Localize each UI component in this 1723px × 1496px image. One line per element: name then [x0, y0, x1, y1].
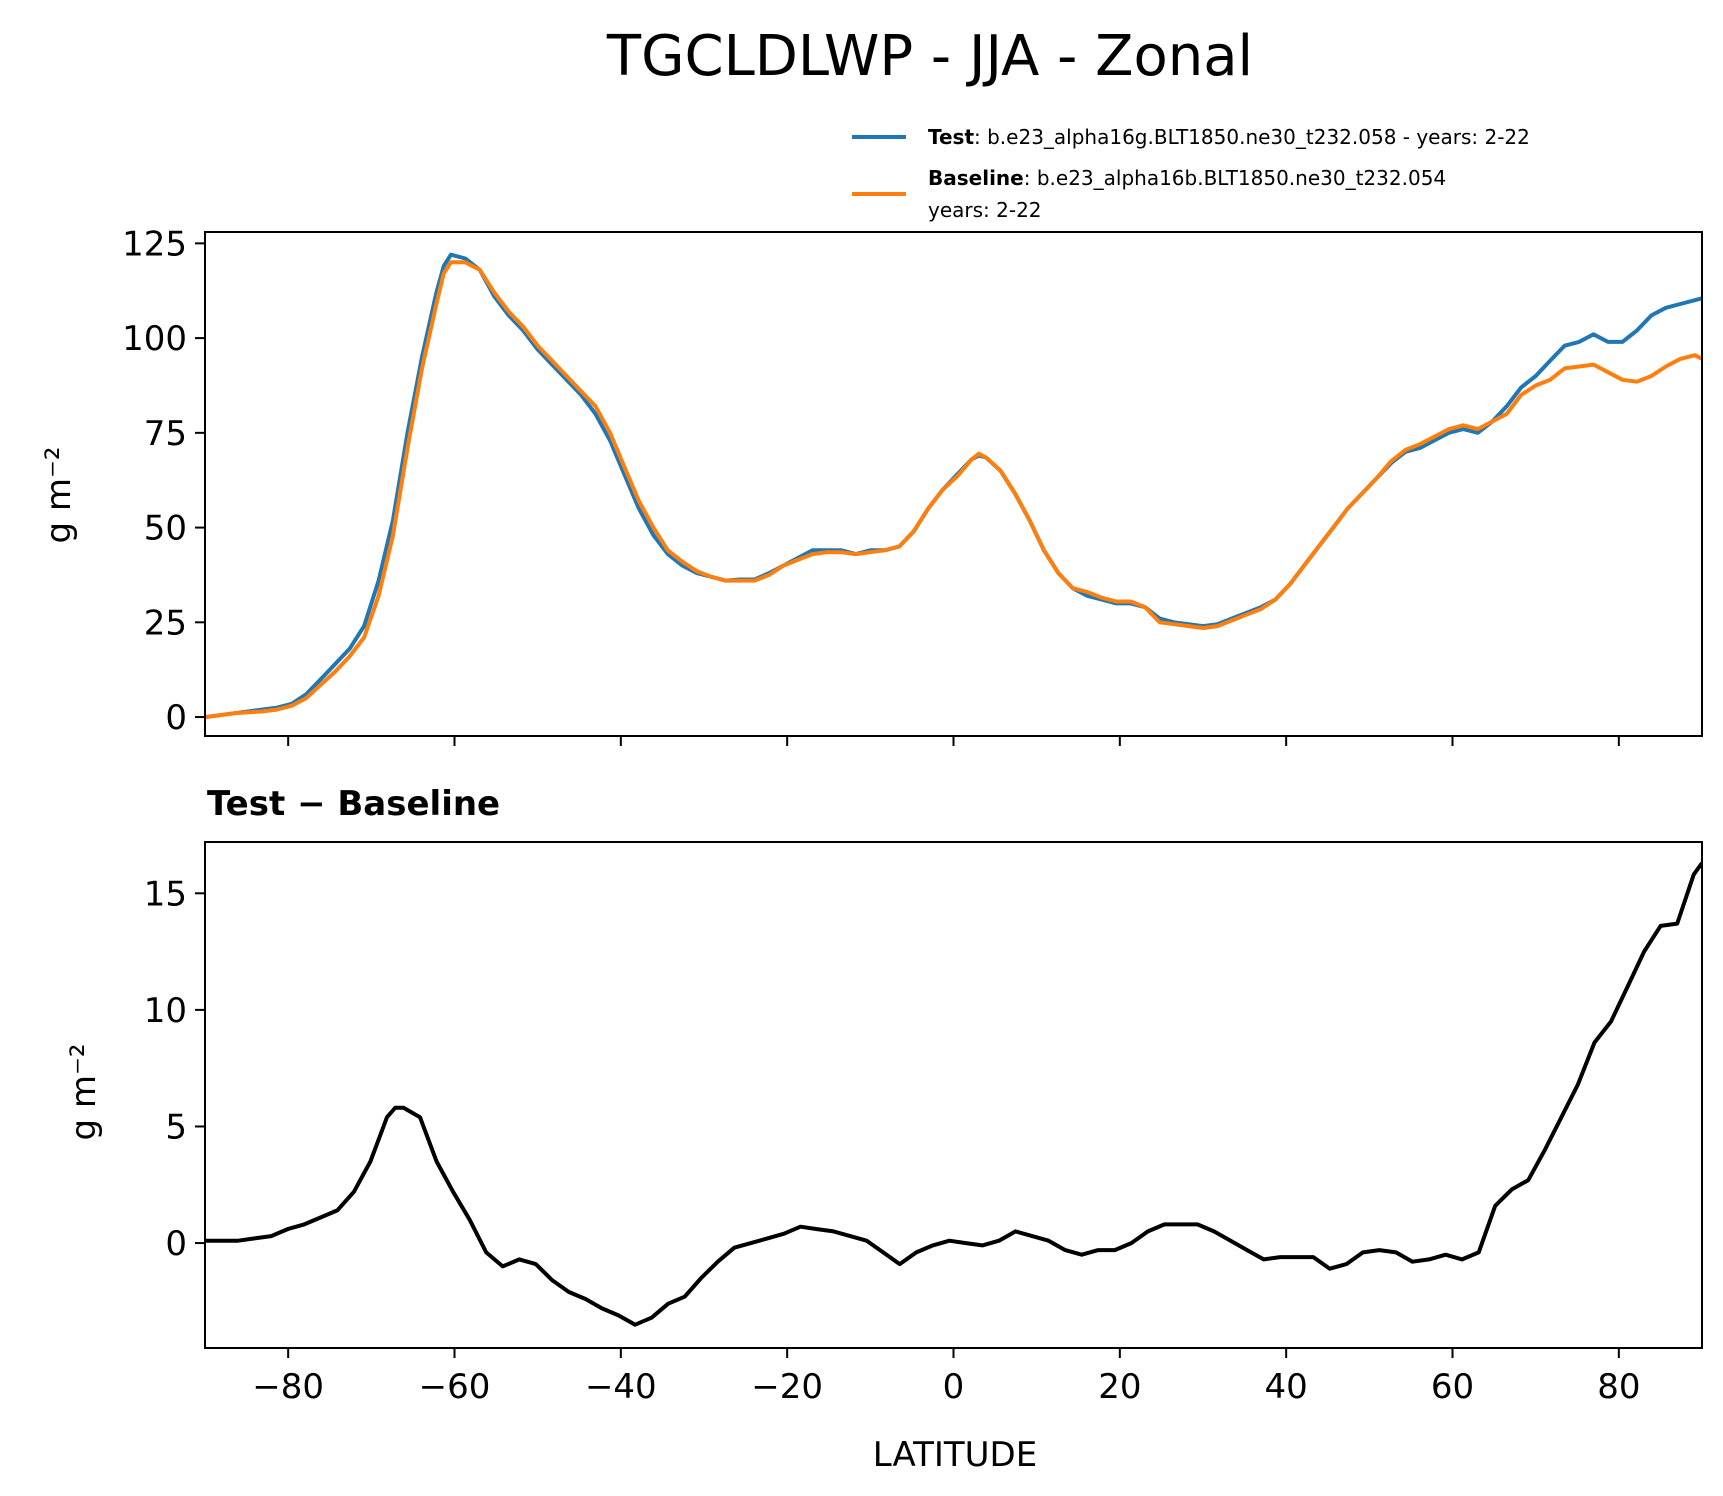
panel-bottom: Test − Baseline g m⁻² 0 5 10 15 −80 −60 −40 −2… [64, 784, 1703, 1407]
xtick-label: 20 [1098, 1367, 1141, 1407]
panel-1-ytick-label: 10 [144, 991, 187, 1031]
legend: Test: b.e23_alpha16g.BLT1850.ne30_t232.0… [852, 125, 1530, 222]
panel-0-ytick-label: 125 [122, 224, 187, 264]
legend-test-label-rest: : b.e23_alpha16g.BLT1850.ne30_t232.058 -… [974, 125, 1530, 149]
xtick-label: 60 [1431, 1367, 1474, 1407]
xtick-label: −60 [419, 1367, 491, 1407]
panel-top-frame [204, 231, 1703, 737]
series-line-test-baseline [205, 861, 1702, 1327]
xtick-label: −40 [585, 1367, 657, 1407]
panel-1-ytick-label: 15 [144, 874, 187, 914]
xtick-label: −80 [252, 1367, 324, 1407]
legend-test-label-bold: Test [928, 125, 974, 149]
panel-bottom-yticks: 0 5 10 15 [144, 874, 205, 1264]
panel-bottom-xticks: −80 −60 −40 −20 0 20 40 60 80 [252, 1348, 1640, 1407]
panel-0-ytick-label: 75 [144, 414, 187, 454]
panel-0-ytick-label: 25 [144, 603, 187, 643]
panel-0-ytick-label: 0 [165, 698, 187, 738]
panel-top: g m⁻² 0 25 50 75 100 125 [39, 224, 1703, 746]
series-line-baseline [205, 260, 1702, 720]
panel-0-ytick-label: 50 [144, 509, 187, 549]
panel-top-yticks: 0 25 50 75 100 125 [122, 224, 205, 738]
legend-baseline-label-rest: : b.e23_alpha16b.BLT1850.ne30_t232.054 [1024, 166, 1446, 190]
series-line-test [205, 252, 1702, 720]
legend-baseline-label-bold: Baseline [928, 166, 1024, 190]
legend-test-label: Test: b.e23_alpha16g.BLT1850.ne30_t232.0… [928, 125, 1530, 149]
panel-1-ytick-label: 0 [165, 1224, 187, 1264]
panel-0-ytick-label: 100 [122, 319, 187, 359]
panel-bottom-lines [205, 861, 1702, 1327]
panel-top-lines [205, 252, 1702, 720]
panel-bottom-ylabel: g m⁻² [64, 1043, 104, 1140]
panel-bottom-title: Test − Baseline [207, 784, 500, 824]
panel-top-ylabel: g m⁻² [39, 446, 79, 543]
xtick-label: 40 [1265, 1367, 1308, 1407]
panel-bottom-frame [204, 841, 1703, 1349]
legend-baseline-label: Baseline: b.e23_alpha16b.BLT1850.ne30_t2… [928, 166, 1446, 190]
x-axis-label: LATITUDE [873, 1435, 1037, 1475]
panel-1-ytick-label: 5 [165, 1107, 187, 1147]
xtick-label: −20 [751, 1367, 823, 1407]
legend-baseline-label-line2: years: 2-22 [928, 198, 1042, 222]
panel-top-xticks [287, 736, 1620, 746]
xtick-label: 80 [1597, 1367, 1640, 1407]
chart-title: TGCLDLWP - JJA - Zonal [606, 24, 1253, 89]
xtick-label: 0 [943, 1367, 965, 1407]
